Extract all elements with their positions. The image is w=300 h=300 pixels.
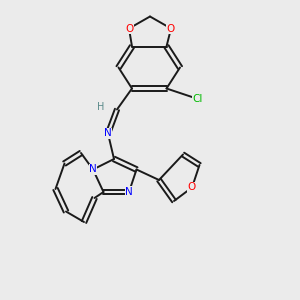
Text: H: H [97,101,104,112]
Text: N: N [104,128,112,139]
Text: O: O [125,23,133,34]
Text: N: N [125,187,133,197]
Text: Cl: Cl [193,94,203,104]
Text: N: N [89,164,97,175]
Text: O: O [188,182,196,193]
Text: O: O [167,23,175,34]
